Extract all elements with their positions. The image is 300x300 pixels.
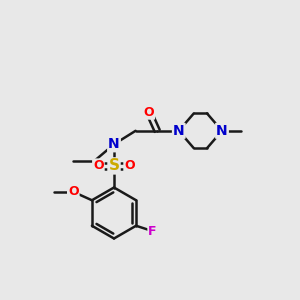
Text: O: O xyxy=(124,159,135,172)
Text: N: N xyxy=(173,124,184,138)
Text: O: O xyxy=(68,185,79,198)
Text: O: O xyxy=(143,106,154,119)
Text: F: F xyxy=(148,225,157,238)
Text: S: S xyxy=(109,158,119,173)
Text: O: O xyxy=(93,159,104,172)
Text: N: N xyxy=(108,137,120,151)
Text: N: N xyxy=(216,124,228,138)
